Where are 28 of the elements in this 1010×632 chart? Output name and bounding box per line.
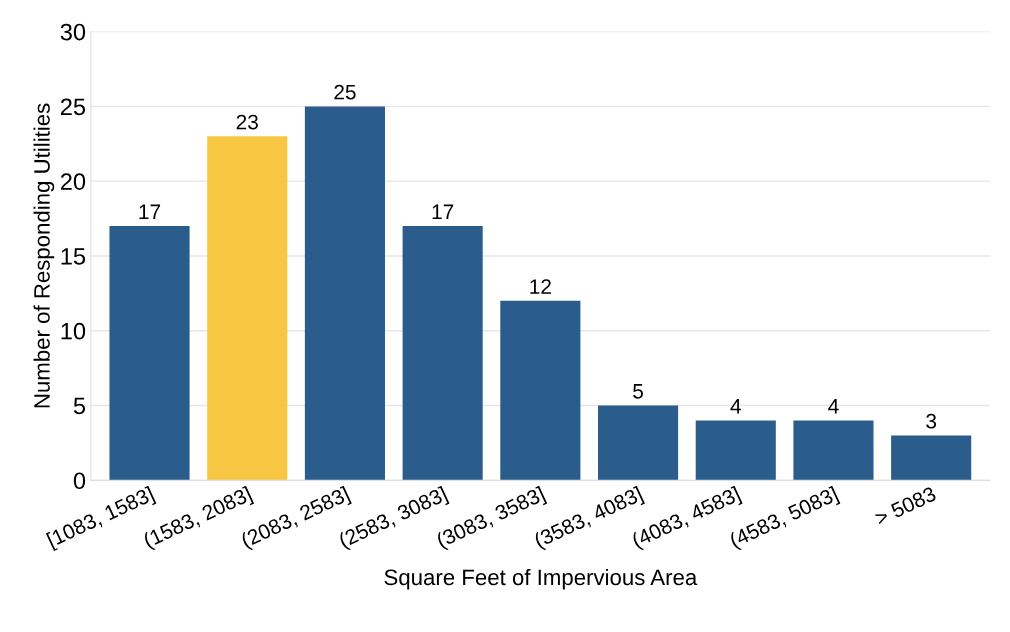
data-label: 5: [633, 384, 643, 399]
y-tick-label: 30: [60, 23, 86, 41]
x-tick-label: > 5083: [874, 486, 937, 526]
bar: [598, 405, 679, 481]
y-tick-label: 5: [73, 397, 86, 415]
bar: [695, 420, 776, 481]
y-tick-label: 15: [61, 248, 86, 265]
data-label: 12: [530, 279, 551, 294]
data-label: 3: [926, 413, 937, 429]
data-label: 4: [828, 399, 839, 414]
y-tick-label: 0: [73, 472, 86, 490]
data-label: 25: [334, 84, 356, 100]
bar: [207, 136, 288, 481]
data-label: 4: [730, 399, 741, 414]
bar: [109, 226, 190, 481]
x-axis-title: Square Feet of Impervious Area: [384, 568, 698, 590]
data-label: 17: [139, 204, 161, 219]
y-axis-title: Number of Responding Utilities: [33, 103, 55, 408]
y-tick-label: 10: [61, 322, 86, 340]
bar: [793, 420, 874, 481]
bar: [304, 106, 385, 481]
bar: [500, 300, 581, 481]
bar: [891, 435, 972, 481]
y-tick-label: 25: [60, 98, 86, 116]
bar: [402, 226, 483, 481]
data-label: 23: [236, 114, 258, 130]
y-tick-label: 20: [60, 173, 86, 190]
data-label: 17: [432, 204, 454, 219]
